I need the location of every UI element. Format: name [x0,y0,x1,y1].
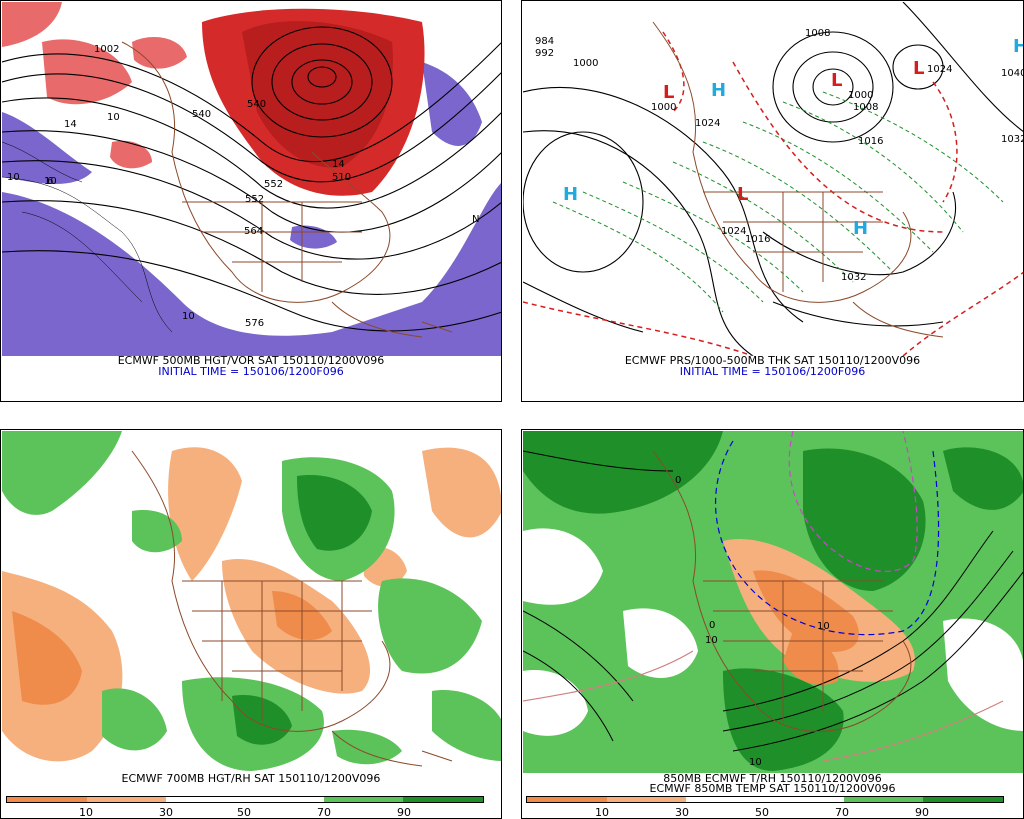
isobar-label: 1016 [858,136,883,147]
isotherm-label: 10 [817,621,830,632]
legend-tick: 30 [159,806,173,819]
isobar-label: 1016 [745,234,770,245]
legend-tick: 70 [835,806,849,819]
legend-tick: 10 [595,806,609,819]
contour-label: 552 [264,179,283,190]
map-700mb [2,431,501,773]
contour-label: 540 [247,99,266,110]
isobar-label: 1024 [721,226,746,237]
legend-tick: 30 [675,806,689,819]
isobar-label: 1008 [805,28,830,39]
low-pressure-marker: L [663,82,674,103]
isobar-label: 1008 [853,102,878,113]
panel-title: ECMWF PRS/1000-500MB THK SAT 150110/1200… [624,354,921,367]
legend-tick: 10 [79,806,93,819]
panel-prs-thk: 984 992 1000 1000 1024 1000 1008 1016 10… [521,0,1024,402]
isobar-label: 1000 [848,90,873,101]
map-500mb: 1002 10 10 14 540 10 540 6 510 552 552 5… [2,2,501,356]
panel-title: 850MB ECMWF T/RH 150110/1200V096 [663,772,882,785]
isobar-label: 1024 [927,64,952,75]
isotherm-label: 0 [675,475,681,486]
initial-time: INITIAL TIME = 150106/1200F096 [679,365,866,378]
isobar-label: 984 [535,36,554,47]
isotherm-label: 10 [705,635,718,646]
high-pressure-marker: H [853,218,868,239]
contour-label: N [472,214,479,225]
contour-label: 540 [192,109,211,120]
contour-label: 10 [107,112,120,123]
isobar-label: 992 [535,48,554,59]
contour-label: 10 [44,176,57,187]
isobar-label: 1032 [841,272,866,283]
legend-tick: 70 [317,806,331,819]
contour-label: 6 [47,176,53,187]
panel-title: ECMWF 500MB HGT/VOR SAT 150110/1200V096 [117,354,385,367]
low-pressure-marker: L [737,184,748,205]
high-pressure-marker: H [1013,36,1024,57]
panel-700mb-hgt-rh: ECMWF 700MB HGT/RH SAT 150110/1200V096 1… [0,429,502,819]
isobar-label: 1000 [573,58,598,69]
panel-850mb-t-rh: 0 10 10 0 10 850MB ECMWF T/RH 150110/120… [521,429,1024,819]
isobar-label: 1024 [695,118,720,129]
map-prs-thk: 984 992 1000 1000 1024 1000 1008 1016 10… [523,2,1024,356]
isotherm-label: 10 [749,757,762,768]
legend-tick: 90 [397,806,411,819]
panel-500mb-hgt-vor: 1002 10 10 14 540 10 540 6 510 552 552 5… [0,0,502,402]
legend-tick: 90 [915,806,929,819]
contour-label: 10 [7,172,20,183]
contour-label: 1002 [94,44,119,55]
contour-label: 14 [332,159,345,170]
low-pressure-marker: L [831,70,842,91]
high-pressure-marker: H [711,80,726,101]
legend-tick: 50 [237,806,251,819]
high-pressure-marker: H [563,184,578,205]
contour-label: 564 [244,226,263,237]
contour-label: 510 [332,172,351,183]
low-pressure-marker: L [913,58,924,79]
panel-subtitle: ECMWF 850MB TEMP SAT 150110/1200V096 [649,782,896,795]
contour-label: 552 [245,194,264,205]
contour-label: 10 [182,311,195,322]
isobar-label: 1032 [1001,134,1024,145]
isobar-label: 1000 [651,102,676,113]
isobar-label: 1040 [1001,68,1024,79]
isotherm-label: 0 [709,620,715,631]
legend-tick: 50 [755,806,769,819]
map-850mb: 0 10 10 0 10 [523,431,1023,773]
panel-title: ECMWF 700MB HGT/RH SAT 150110/1200V096 [121,772,381,785]
contour-label: 576 [245,318,264,329]
initial-time: INITIAL TIME = 150106/1200F096 [158,365,344,378]
contour-label: 14 [64,119,77,130]
